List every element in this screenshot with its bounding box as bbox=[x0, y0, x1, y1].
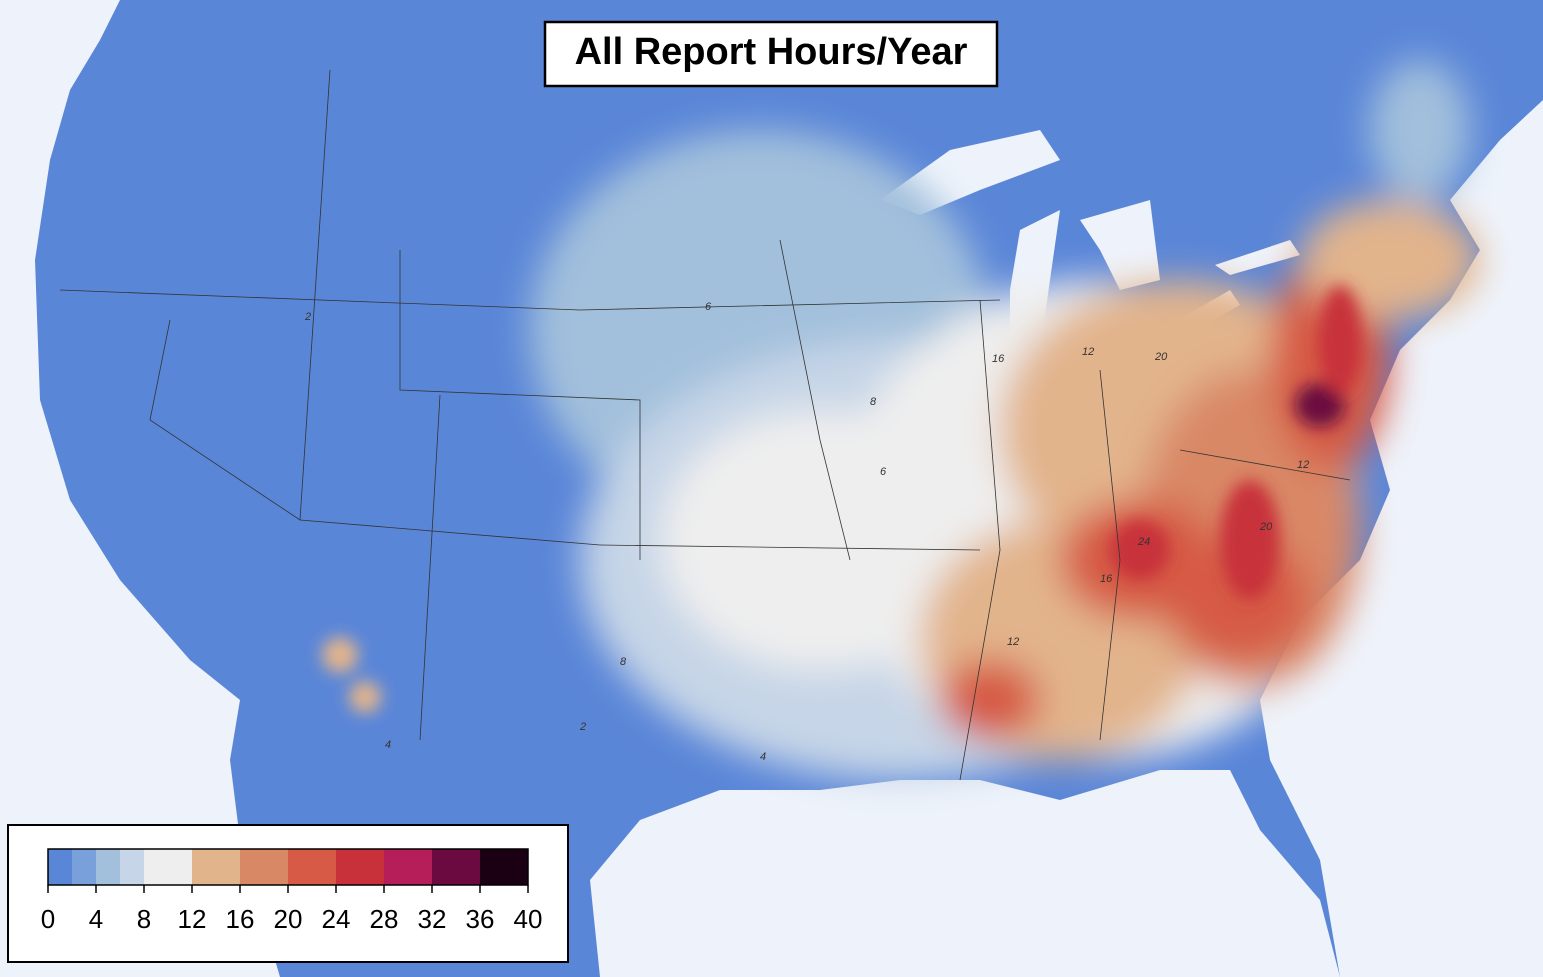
contour-labels: 2 4 6 8 12 16 20 24 6 12 16 20 8 4 12 2 bbox=[304, 301, 1309, 763]
colorbar-tick-label: 16 bbox=[226, 904, 255, 934]
colorbar-tick-label: 0 bbox=[41, 904, 55, 934]
contour-label: 20 bbox=[1259, 521, 1273, 533]
contour-label: 8 bbox=[870, 396, 877, 408]
colorbar-tick-label: 24 bbox=[322, 904, 351, 934]
colorbar-tick-label: 8 bbox=[137, 904, 151, 934]
contour-label: 24 bbox=[1137, 536, 1150, 548]
colorbar-segment bbox=[480, 849, 528, 885]
intensity-peaks bbox=[322, 285, 1362, 713]
borders bbox=[59, 69, 1351, 781]
colorbar-segment bbox=[96, 849, 120, 885]
contour-label: 6 bbox=[880, 466, 887, 478]
colorbar-segment bbox=[48, 849, 72, 885]
atlantic bbox=[1260, 0, 1543, 977]
gulf bbox=[590, 770, 1340, 977]
pacific bbox=[0, 0, 280, 977]
colorbar-tick-label: 20 bbox=[274, 904, 303, 934]
intensity-field bbox=[530, 60, 1480, 780]
contour-label: 8 bbox=[620, 656, 627, 668]
contour-label: 6 bbox=[705, 301, 712, 313]
colorbar-segment bbox=[192, 849, 240, 885]
colorbar-tick-label: 36 bbox=[466, 904, 495, 934]
contour-label: 4 bbox=[385, 739, 391, 751]
colorbar-tick-label: 12 bbox=[178, 904, 207, 934]
contour-label: 12 bbox=[1007, 636, 1019, 648]
colorbar-tick-label: 32 bbox=[418, 904, 447, 934]
contour-label: 16 bbox=[992, 353, 1005, 365]
colorbar-segment bbox=[288, 849, 336, 885]
colorbar-segment bbox=[120, 849, 144, 885]
legend-box bbox=[7, 824, 569, 963]
colorbar-segment bbox=[72, 849, 96, 885]
colorbar-segment bbox=[432, 849, 480, 885]
title-box bbox=[543, 20, 999, 88]
colorbar: 0 4 8 12 16 20 24 28 32 36 40 bbox=[41, 848, 543, 934]
contour-label: 12 bbox=[1082, 346, 1094, 358]
colorbar-segment bbox=[384, 849, 432, 885]
colorbar-segment bbox=[336, 849, 384, 885]
title: All Report Hours/Year bbox=[575, 31, 968, 73]
colorbar-segment bbox=[144, 849, 192, 885]
colorbar-segment bbox=[240, 849, 288, 885]
contour-label: 20 bbox=[1154, 351, 1168, 363]
contour-label: 2 bbox=[304, 311, 311, 323]
lake-huron bbox=[1080, 200, 1160, 290]
colorbar-tick-label: 28 bbox=[370, 904, 399, 934]
contour-label: 4 bbox=[760, 751, 766, 763]
colorbar-tick-label: 4 bbox=[89, 904, 103, 934]
lake-ontario bbox=[1215, 240, 1300, 275]
contour-label: 2 bbox=[579, 721, 586, 733]
contour-label: 16 bbox=[1100, 573, 1113, 585]
contour-label: 12 bbox=[1297, 459, 1309, 471]
colorbar-tick-label: 40 bbox=[514, 904, 543, 934]
